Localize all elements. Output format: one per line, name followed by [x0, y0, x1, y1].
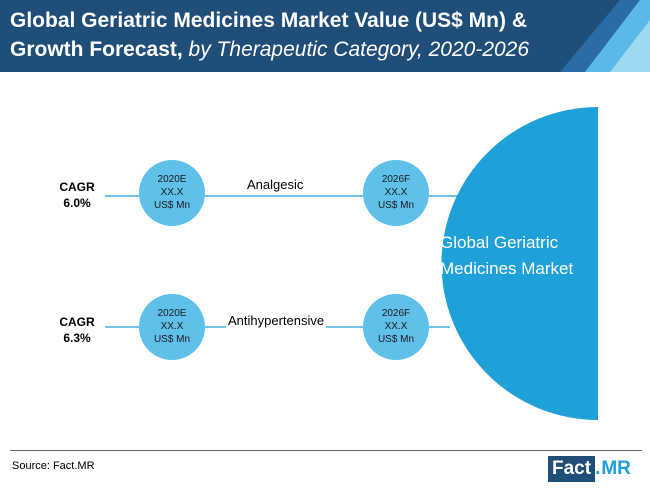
year-label: 2020E	[157, 174, 187, 185]
circle-text-antihypertensive-2020: 2020E XX.X US$ Mn	[137, 307, 207, 346]
year-label: 2026F	[381, 308, 411, 319]
unit-label: US$ Mn	[153, 334, 191, 345]
year-label: 2020E	[157, 308, 187, 319]
factmr-logo: Fact . MR	[548, 456, 631, 482]
cagr-label: CAGR	[59, 180, 95, 194]
value-label: XX.X	[384, 321, 408, 332]
market-label-line1: Global Geriatric	[440, 233, 559, 252]
circle-analgesic-2026	[363, 160, 429, 226]
logo-mr: MR	[601, 458, 631, 479]
circle-analgesic-2020	[139, 160, 205, 226]
circle-text-analgesic-2026: 2026F XX.X US$ Mn	[361, 173, 431, 212]
page-title: Global Geriatric Medicines Market Value …	[10, 6, 570, 64]
cagr-analgesic: CAGR 6.0%	[47, 179, 107, 211]
cagr-antihypertensive: CAGR 6.3%	[47, 314, 107, 346]
source-text: Source: Fact.MR	[12, 460, 95, 472]
cagr-label: CAGR	[59, 315, 95, 329]
circle-text-antihypertensive-2026: 2026F XX.X US$ Mn	[361, 307, 431, 346]
logo-dot: .	[595, 458, 601, 479]
value-label: XX.X	[384, 187, 408, 198]
cagr-value: 6.3%	[63, 331, 91, 345]
value-label: XX.X	[160, 187, 184, 198]
year-label: 2026F	[381, 174, 411, 185]
value-label: XX.X	[160, 321, 184, 332]
logo-fact: Fact	[548, 456, 596, 482]
cagr-value: 6.0%	[63, 196, 91, 210]
category-label-antihypertensive: Antihypertensive	[226, 313, 327, 328]
header-banner: Global Geriatric Medicines Market Value …	[0, 0, 650, 72]
market-label: Global Geriatric Medicines Market	[440, 230, 610, 282]
market-label-line2: Medicines Market	[440, 259, 574, 278]
market-semicircle	[441, 107, 598, 420]
title-main: Global Geriatric Medicines Market Value …	[10, 9, 527, 61]
circle-antihypertensive-2020	[139, 294, 205, 360]
footer-divider	[10, 450, 642, 451]
circle-text-analgesic-2020: 2020E XX.X US$ Mn	[137, 173, 207, 212]
category-label-analgesic: Analgesic	[245, 177, 306, 192]
header-decoration	[560, 0, 650, 72]
unit-label: US$ Mn	[377, 200, 415, 211]
circle-antihypertensive-2026	[363, 294, 429, 360]
unit-label: US$ Mn	[377, 334, 415, 345]
unit-label: US$ Mn	[153, 200, 191, 211]
title-italic: by Therapeutic Category, 2020-2026	[188, 38, 530, 61]
